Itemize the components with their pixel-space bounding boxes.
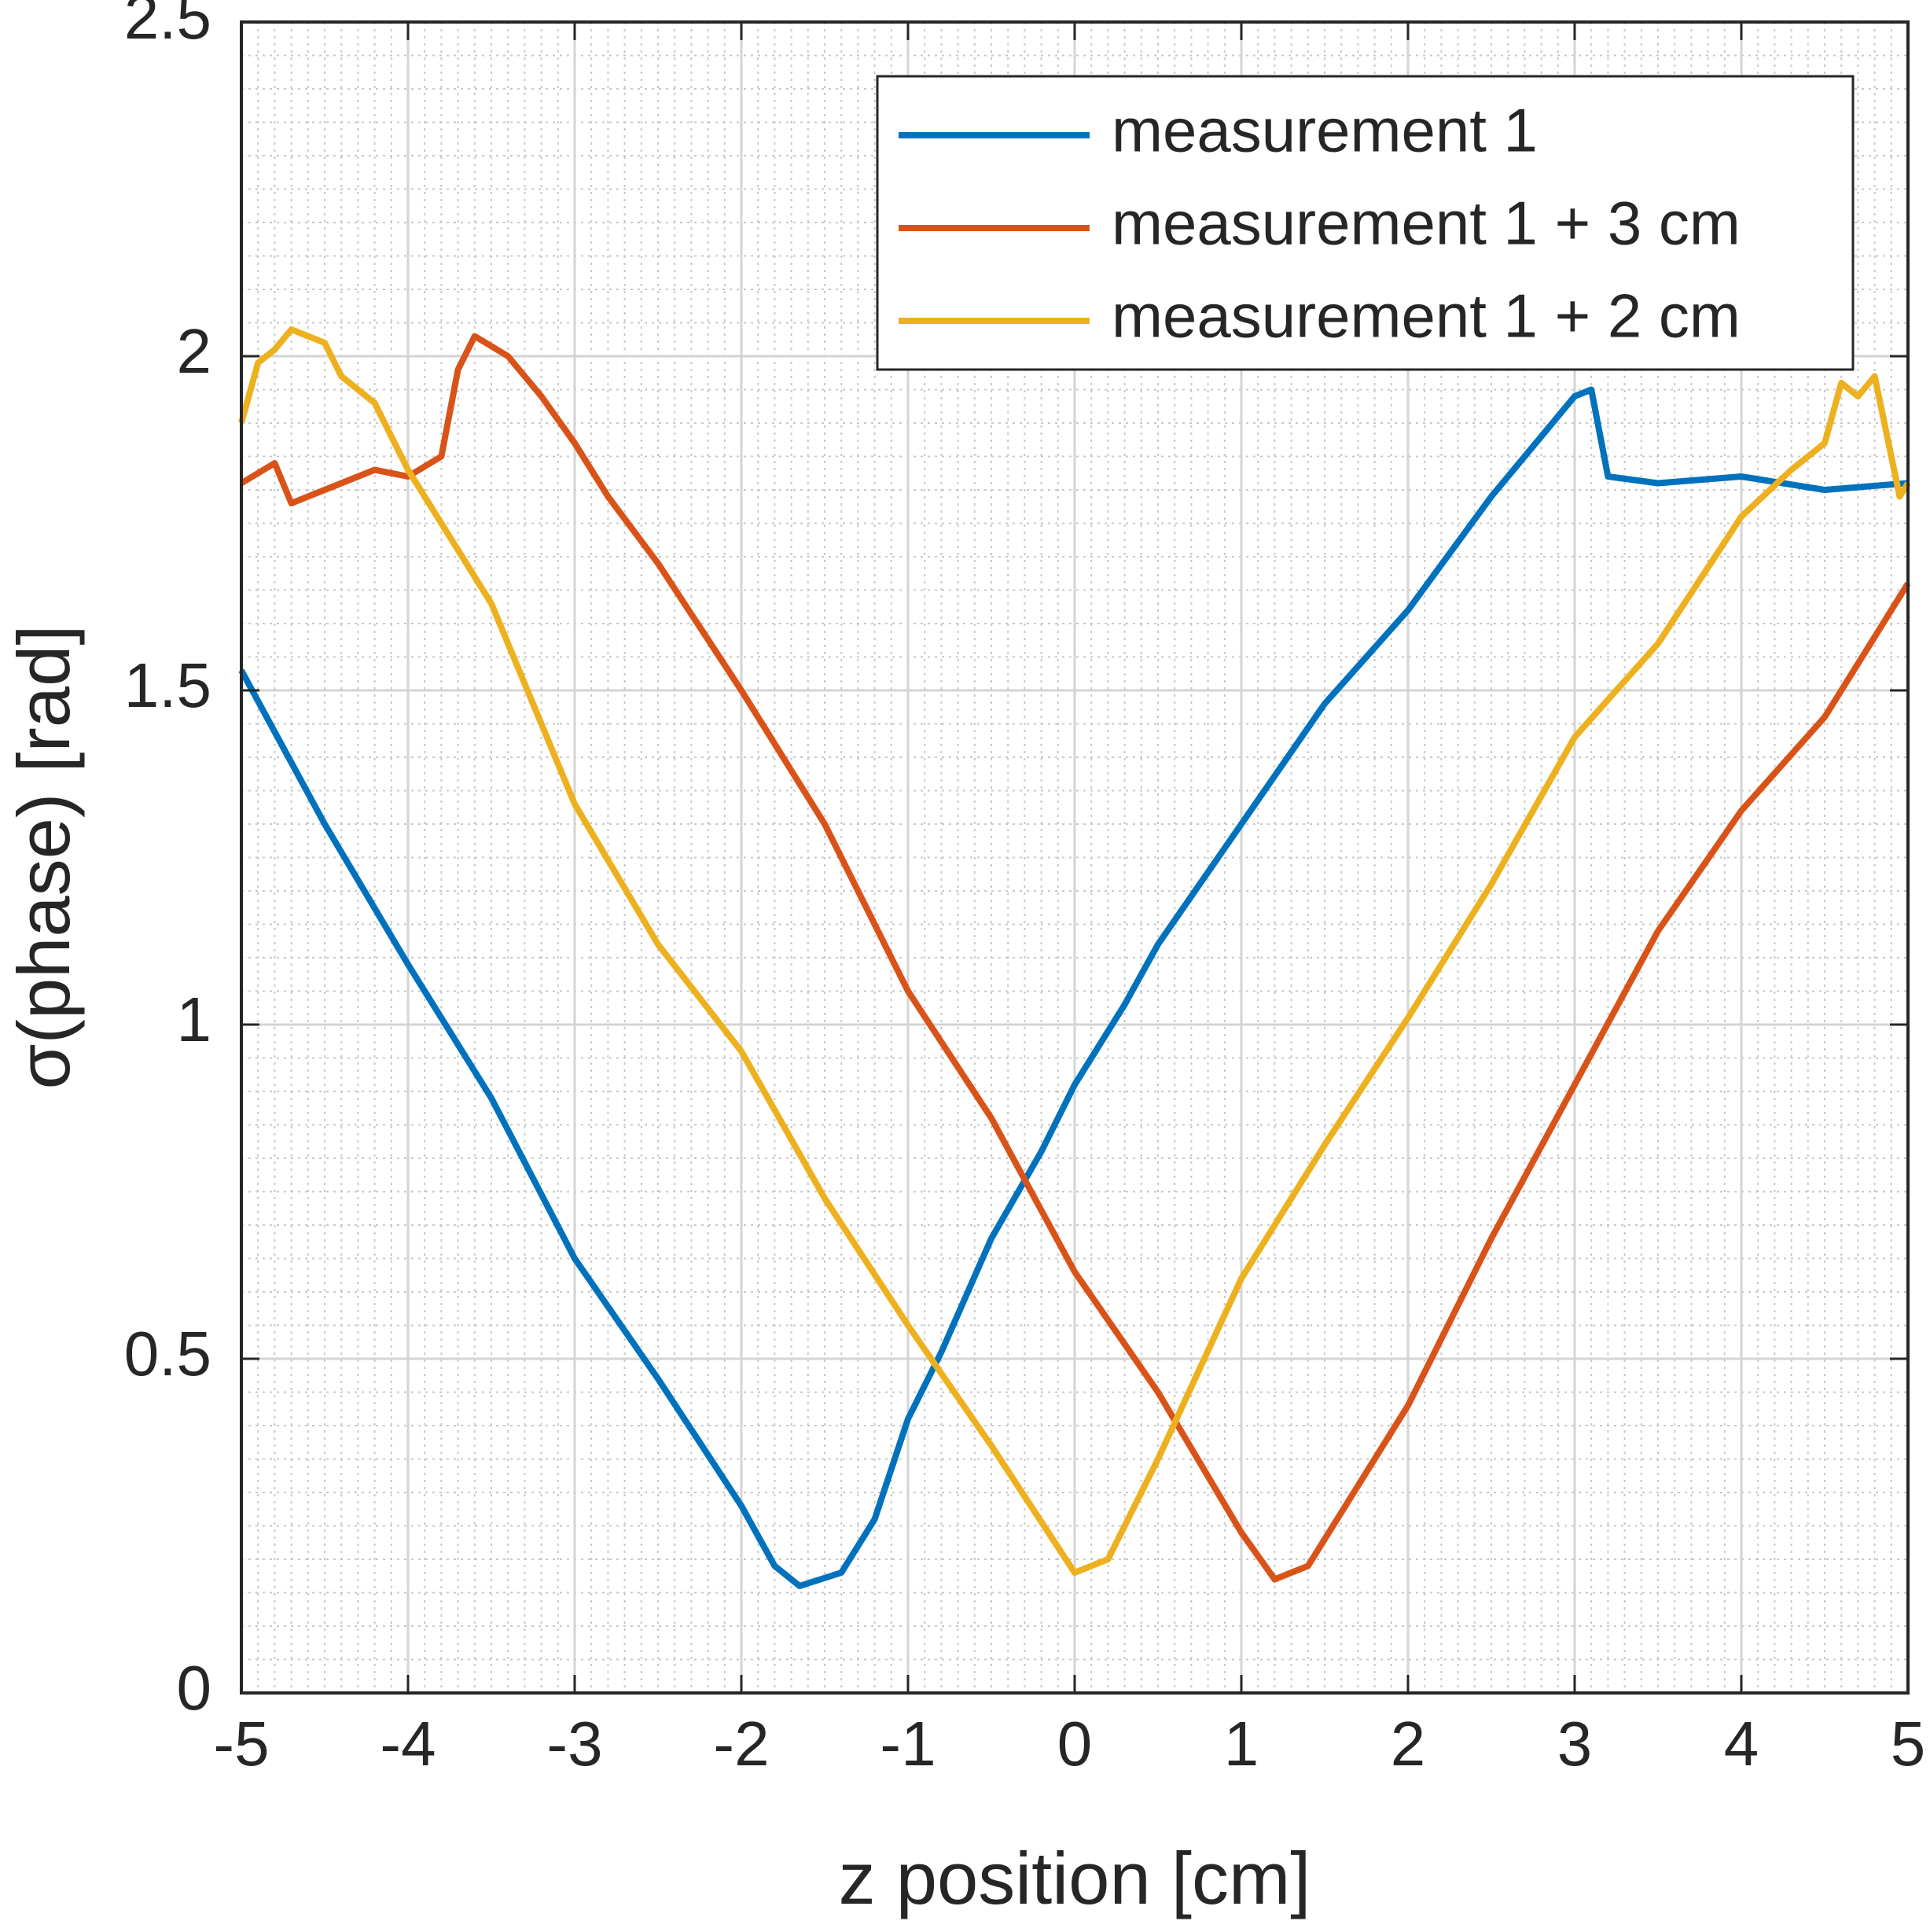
legend-label: measurement 1 + 3 cm [1112, 189, 1741, 258]
y-tick-label: 1.5 [124, 650, 211, 720]
series-line [238, 386, 1909, 1589]
y-tick-label: 1 [177, 984, 212, 1054]
x-tick-label: 0 [1057, 1709, 1093, 1779]
x-tick-label: 4 [1724, 1709, 1759, 1779]
legend-label: measurement 1 [1112, 96, 1538, 165]
y-axis-label: σ(phase) [rad] [2, 625, 85, 1090]
x-tick-label: -3 [546, 1709, 602, 1779]
lines [238, 326, 1911, 1589]
x-tick-label: -4 [380, 1709, 436, 1779]
axes-box [240, 20, 1910, 1695]
x-tick-label: 5 [1891, 1709, 1926, 1779]
x-tick-label: 1 [1224, 1709, 1259, 1779]
x-tick-label: -2 [713, 1709, 769, 1779]
y-tick-label: 0 [177, 1653, 212, 1723]
x-tick-label: 2 [1391, 1709, 1426, 1779]
x-tick-label: 3 [1557, 1709, 1593, 1779]
y-tick-label: 2 [177, 316, 212, 386]
y-tick-label: 2.5 [124, 0, 211, 52]
legend: measurement 1 measurement 1 + 3 cm measure… [876, 75, 1855, 371]
y-tick-label: 0.5 [124, 1319, 211, 1389]
x-tick-label: -1 [880, 1709, 936, 1779]
x-tick-label: -5 [213, 1709, 269, 1779]
x-axis-label: z position [cm] [839, 1837, 1311, 1919]
series-line [239, 333, 1911, 1583]
series-line [238, 326, 1911, 1576]
legend-label: measurement 1 + 2 cm [1112, 282, 1741, 351]
axes: -5 -4 -3 -2 -1 0 1 2 3 4 5 0 0.5 1 1.5 2 2.5 [124, 0, 1925, 1779]
